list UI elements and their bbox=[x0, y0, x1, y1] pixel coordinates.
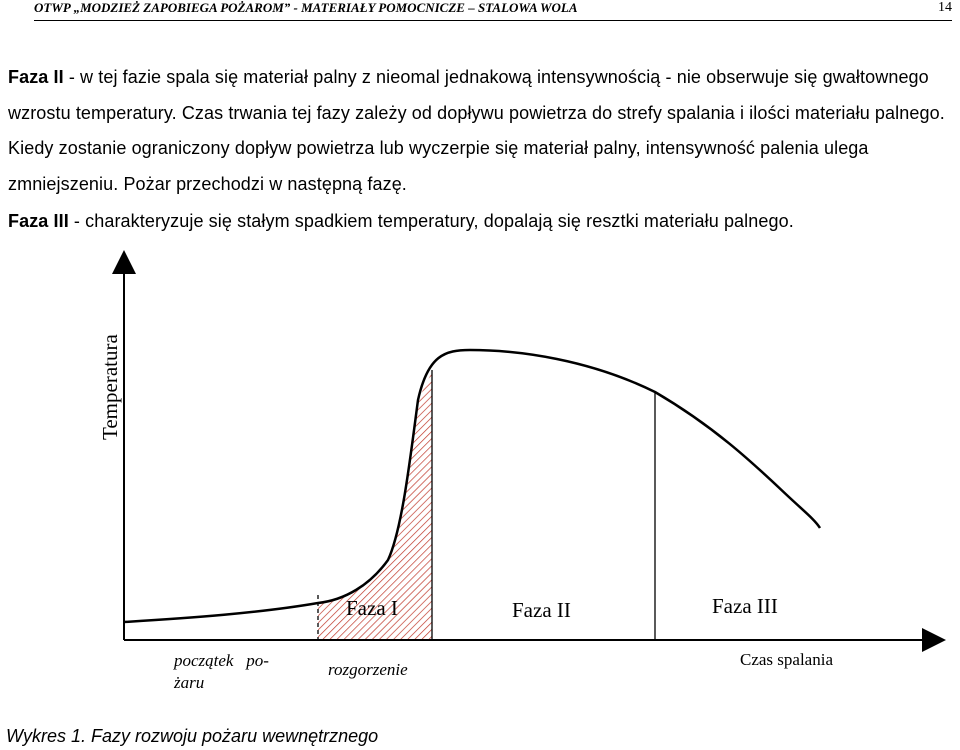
ignition-label: rozgorzenie bbox=[328, 660, 408, 679]
paragraph-text: - w tej fazie spala się materiał palny z… bbox=[8, 67, 945, 194]
paragraph-lead: Faza II bbox=[8, 67, 64, 87]
page-number: 14 bbox=[938, 0, 952, 15]
figure-caption: Wykres 1. Fazy rozwoju pożaru wewnętrzne… bbox=[6, 726, 379, 746]
phase-label-faza-ii: Faza II bbox=[512, 598, 571, 622]
header-title: OTWP „MODZIEŻ ZAPOBIEGA POŻAROM” - MATER… bbox=[34, 0, 578, 15]
x-axis-label: Czas spalania bbox=[740, 650, 833, 669]
phase-label-faza-iii: Faza III bbox=[712, 594, 778, 618]
fire-phases-diagram bbox=[112, 250, 946, 652]
y-axis-label: Temperatura bbox=[98, 334, 122, 440]
paragraph-faza-ii: Faza II - w tej fazie spala się materiał… bbox=[8, 60, 956, 202]
temperature-curve bbox=[123, 348, 822, 624]
fire-start-label: początek po- żaru bbox=[174, 651, 269, 692]
paragraph-text: - charakteryzuje się stałym spadkiem tem… bbox=[68, 211, 794, 231]
ignition-hatched-area bbox=[318, 372, 432, 640]
paragraph-faza-iii: Faza III - charakteryzuje się stałym spa… bbox=[8, 204, 956, 240]
paragraph-lead: Faza III bbox=[8, 211, 69, 231]
page-header: OTWP „MODZIEŻ ZAPOBIEGA POŻAROM” - MATER… bbox=[34, 0, 952, 21]
phase-label-faza-i: Faza I bbox=[346, 596, 398, 620]
